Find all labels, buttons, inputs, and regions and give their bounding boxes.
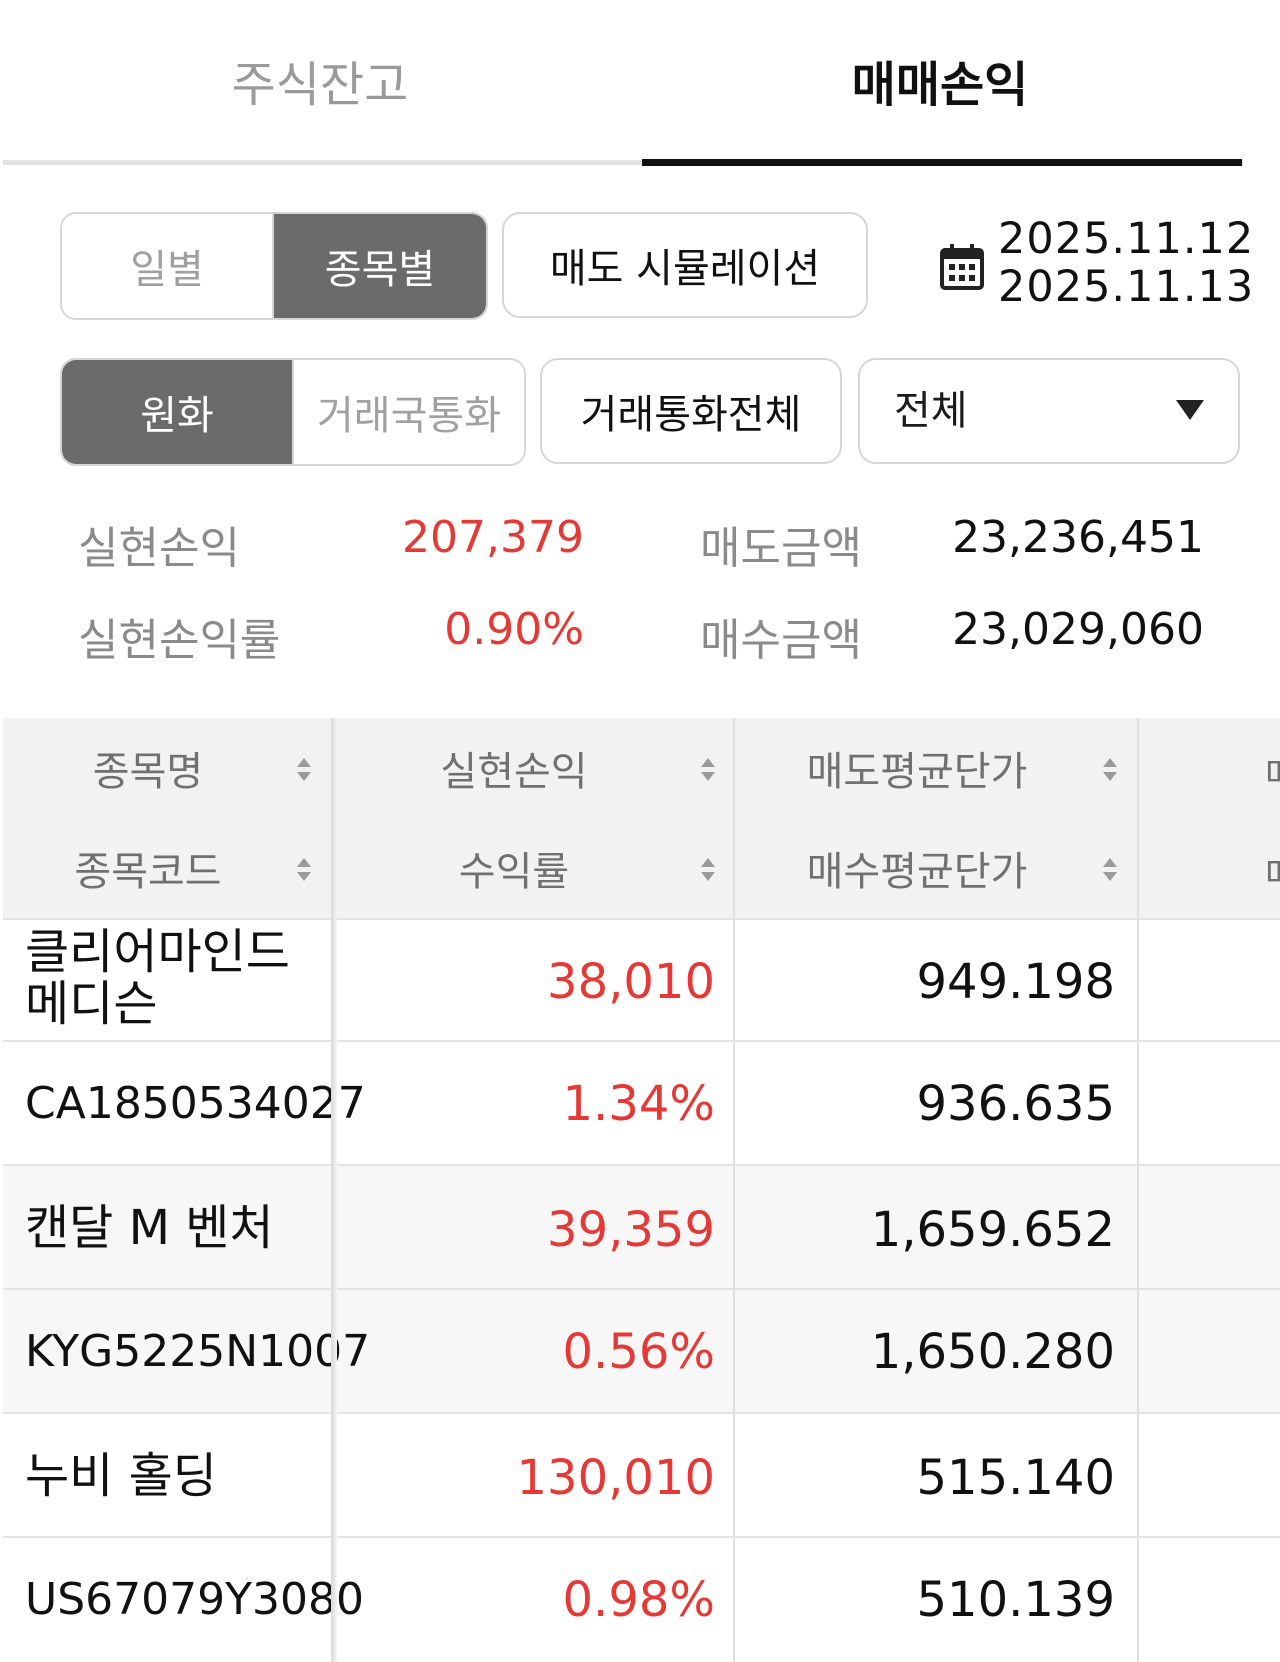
header-avg-buy-price-label: 매수평균단가 (806, 849, 1028, 895)
header-next-column-peek: 매 (1265, 746, 1280, 798)
currency-toggle: 원화 거래국통화 (60, 358, 526, 466)
header-avg-sell-price[interactable]: 매도평균단가 (735, 718, 1139, 818)
table-row[interactable]: 클리어마인드 메디슨 38,010 949.198 (3, 918, 1280, 1042)
header-next-column-peek: 매 (1265, 846, 1280, 898)
realized-pl-value: 207,379 (402, 512, 584, 563)
header-return-rate[interactable]: 수익률 (333, 818, 735, 918)
realized-pl: 130,010 (516, 1450, 716, 1506)
header-avg-buy-price[interactable]: 매수평균단가 (735, 818, 1139, 918)
toggle-local-currency[interactable]: 거래국통화 (292, 360, 524, 464)
sell-amount-label: 매도금액 (700, 523, 862, 574)
table-row[interactable]: CA1850534027 1.34% 936.635 (3, 1042, 1280, 1166)
header-stock-name[interactable]: 종목명 (3, 718, 333, 818)
realized-pl: 38,010 (547, 954, 715, 1010)
header-realized-pl-label: 실현손익 (440, 749, 588, 795)
avg-sell-price: 515.140 (916, 1450, 1116, 1506)
return-rate: 0.98% (562, 1572, 715, 1628)
realized-pl-rate-label: 실현손익률 (78, 615, 281, 666)
buy-amount-value: 23,029,060 (952, 604, 1204, 655)
column-divider (1137, 718, 1139, 1662)
table-row[interactable]: US67079Y3080 0.98% 510.139 (3, 1538, 1280, 1662)
avg-buy-price: 1,650.280 (870, 1324, 1115, 1380)
sell-amount-value: 23,236,451 (952, 512, 1204, 563)
realized-pl-label: 실현손익 (78, 523, 240, 574)
tab-trading-pl[interactable]: 매매손익 (851, 57, 1029, 113)
avg-buy-price: 936.635 (916, 1076, 1116, 1132)
toggle-by-stock[interactable]: 종목별 (272, 214, 486, 318)
header-stock-code-label: 종목코드 (74, 849, 222, 895)
stock-name: 누비 홀딩 (25, 1448, 217, 1504)
avg-buy-price: 510.139 (916, 1572, 1116, 1628)
buy-amount-label: 매수금액 (700, 615, 862, 666)
sort-icon[interactable] (1103, 758, 1117, 782)
table-header-row-1: 종목명 실현손익 매도평균단가 매 (3, 718, 1280, 820)
sell-simulation-button[interactable]: 매도 시뮬레이션 (502, 212, 868, 318)
stock-name-line-2: 메디슨 (25, 976, 158, 1032)
header-stock-name-label: 종목명 (92, 749, 204, 795)
period-toggle: 일별 종목별 (60, 212, 488, 320)
tab-active-indicator (642, 159, 1242, 166)
header-stock-code[interactable]: 종목코드 (3, 818, 333, 918)
filter-dropdown-value: 전체 (894, 388, 968, 434)
table-row[interactable]: KYG5225N1007 0.56% 1,650.280 (3, 1290, 1280, 1414)
calendar-icon (940, 244, 984, 290)
stock-code: US67079Y3080 (25, 1574, 364, 1625)
return-rate: 0.56% (562, 1324, 715, 1380)
date-start: 2025.11.12 (998, 214, 1255, 264)
trading-pl-table: 종목명 실현손익 매도평균단가 매 종목코드 수익률 매수평균단가 매 (3, 718, 1280, 1662)
header-realized-pl[interactable]: 실현손익 (333, 718, 735, 818)
stock-code: KYG5225N1007 (25, 1326, 371, 1377)
top-tabs: 주식잔고 매매손익 (0, 0, 1280, 168)
sort-icon[interactable] (701, 758, 715, 782)
filter-dropdown[interactable]: 전체 (858, 358, 1240, 464)
caret-down-icon (1176, 400, 1204, 420)
realized-pl: 39,359 (547, 1202, 715, 1258)
avg-sell-price: 949.198 (916, 954, 1116, 1010)
date-range[interactable]: 2025.11.12 2025.11.13 (940, 214, 1253, 324)
frozen-column-divider (331, 718, 337, 1662)
tab-divider (3, 160, 1243, 165)
table-row[interactable]: 누비 홀딩 130,010 515.140 (3, 1414, 1280, 1538)
currency-all-button[interactable]: 거래통화전체 (540, 358, 842, 464)
column-divider (733, 718, 735, 1662)
table-row[interactable]: 캔달 M 벤처 39,359 1,659.652 (3, 1166, 1280, 1290)
avg-sell-price: 1,659.652 (870, 1202, 1115, 1258)
sort-icon[interactable] (1103, 858, 1117, 882)
header-return-rate-label: 수익률 (458, 849, 570, 895)
table-header-row-2: 종목코드 수익률 매수평균단가 매 (3, 818, 1280, 920)
toggle-krw[interactable]: 원화 (62, 360, 292, 464)
realized-pl-rate-value: 0.90% (444, 604, 584, 655)
sort-icon[interactable] (297, 758, 311, 782)
stock-name: 캔달 M 벤처 (25, 1200, 274, 1256)
toggle-daily[interactable]: 일별 (62, 214, 272, 318)
date-end: 2025.11.13 (998, 262, 1255, 312)
stock-code: CA1850534027 (25, 1078, 366, 1129)
stock-name: 클리어마인드 메디슨 (25, 926, 290, 1030)
return-rate: 1.34% (562, 1076, 715, 1132)
sort-icon[interactable] (701, 858, 715, 882)
stock-name-line-1: 클리어마인드 (25, 924, 290, 980)
sort-icon[interactable] (297, 858, 311, 882)
header-avg-sell-price-label: 매도평균단가 (806, 749, 1028, 795)
tab-stock-balance[interactable]: 주식잔고 (231, 57, 409, 113)
